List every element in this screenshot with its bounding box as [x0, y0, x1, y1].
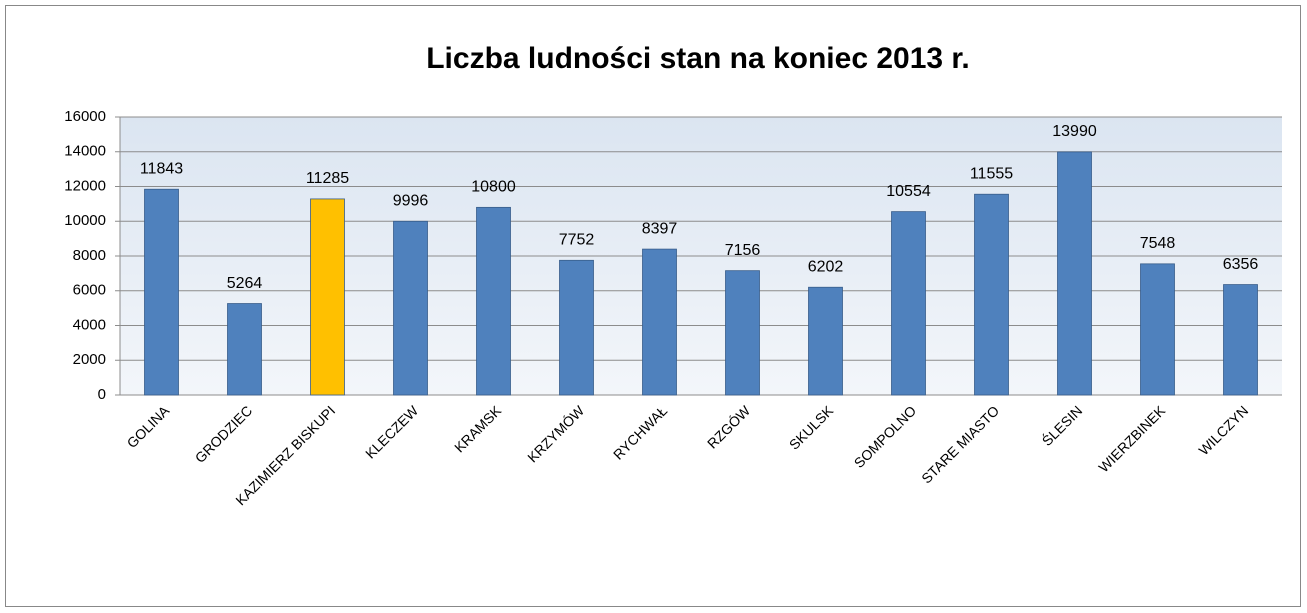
data-label: 7752: [559, 232, 595, 249]
y-tick-label: 2000: [73, 351, 106, 368]
bar: [725, 270, 760, 396]
y-tick-label: 14000: [64, 143, 106, 160]
bar: [144, 188, 179, 396]
bar: [559, 259, 594, 396]
data-label: 10554: [886, 183, 931, 200]
bar: [227, 303, 262, 396]
data-label: 11555: [970, 165, 1013, 182]
chart-title: Liczba ludności stan na koniec 2013 r.: [426, 42, 970, 75]
data-label: 11843: [140, 160, 183, 177]
data-label: 10800: [471, 179, 516, 196]
y-tick-label: 16000: [64, 108, 106, 125]
bar: [974, 193, 1009, 396]
bar: [1140, 263, 1175, 396]
y-tick-label: 10000: [64, 212, 106, 229]
bar: [808, 286, 843, 396]
bar: [642, 248, 677, 396]
bar: [393, 220, 428, 396]
y-tick-label: 12000: [64, 177, 106, 194]
data-label: 11285: [306, 170, 349, 187]
y-tick-label: 4000: [73, 316, 106, 333]
bar: [310, 198, 345, 396]
data-label: 8397: [642, 220, 678, 237]
data-label: 7156: [725, 242, 761, 259]
bar: [891, 211, 926, 396]
data-label: 5264: [227, 275, 263, 292]
y-tick-label: 8000: [73, 247, 106, 264]
bar: [1223, 284, 1258, 396]
bar: [1057, 151, 1092, 396]
data-label: 6202: [808, 258, 844, 275]
y-tick-label: 6000: [73, 282, 106, 299]
data-label: 9996: [393, 193, 429, 210]
data-label: 6356: [1223, 256, 1259, 273]
data-label: 13990: [1052, 123, 1097, 140]
bar: [476, 206, 511, 396]
data-label: 7548: [1140, 235, 1176, 252]
y-tick-label: 0: [98, 386, 106, 403]
